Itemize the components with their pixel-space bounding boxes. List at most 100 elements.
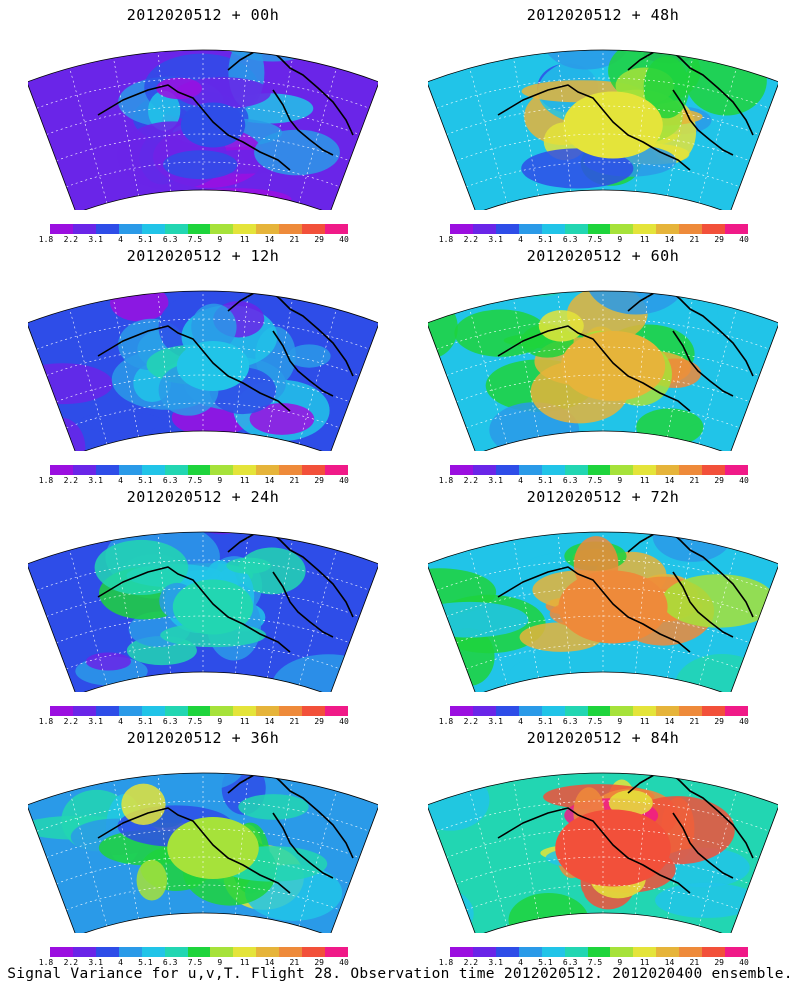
colorbar-swatch xyxy=(302,465,326,475)
latitude-line xyxy=(56,615,350,643)
colorbar-tick-label: 14 xyxy=(664,958,675,967)
longitude-line xyxy=(667,299,693,437)
colorbar-swatch xyxy=(256,224,280,234)
colorbar-tick-label: 9 xyxy=(617,958,623,967)
colorbar-swatch xyxy=(187,224,211,234)
coastline xyxy=(97,50,354,171)
colorbar-ticks: 1.8 2.2 3.1 4 5.1 6.3 7.5 9 11 14 21 29 40 xyxy=(439,235,752,245)
variance-region xyxy=(85,652,132,671)
colorbar-tick-label: 14 xyxy=(264,476,275,485)
variance-map xyxy=(428,772,778,933)
colorbar-tick-label: 7.5 xyxy=(587,235,603,244)
colorbar-swatch xyxy=(256,706,280,716)
colorbar-swatch xyxy=(325,224,348,234)
variance-maximum xyxy=(563,91,663,159)
colorbar-swatch xyxy=(210,465,234,475)
colorbar-swatch xyxy=(633,947,657,957)
longitude-line xyxy=(667,58,693,196)
longitude-line xyxy=(557,51,571,192)
colorbar-tick-label: 21 xyxy=(689,717,700,726)
colorbar-swatch xyxy=(656,465,680,475)
variance-region xyxy=(608,790,653,817)
colorbar-swatch xyxy=(518,465,542,475)
panel-title: 2012020512 + 72h xyxy=(526,488,680,506)
colorbar-swatch xyxy=(472,706,496,716)
colorbar-tick-label: 7.5 xyxy=(187,476,203,485)
colorbar-tick-label: 3.1 xyxy=(88,958,103,967)
colorbar-tick-label: 2.2 xyxy=(463,476,479,485)
colorbar-swatch xyxy=(118,947,142,957)
colorbar-swatch xyxy=(95,706,119,716)
colorbar-swatch xyxy=(233,947,257,957)
colorbar-swatch xyxy=(610,465,634,475)
colorbar-tick-label: 4 xyxy=(518,476,523,485)
colorbar-swatch xyxy=(95,224,119,234)
colorbar-swatch xyxy=(518,947,542,957)
colorbar-swatch xyxy=(72,465,96,475)
colorbar-swatch xyxy=(587,465,611,475)
colorbar-swatch xyxy=(702,465,726,475)
colorbar-tick-label: 40 xyxy=(739,235,749,244)
colorbar-tick-label: 4 xyxy=(118,476,123,485)
longitude-line xyxy=(113,540,139,678)
colorbar-tick-label: 6.3 xyxy=(162,476,178,485)
colorbar-swatch xyxy=(118,224,142,234)
colorbar-tick-label: 6.3 xyxy=(562,958,578,967)
latitude-line xyxy=(456,374,750,402)
forecast-panel: 2012020512 + 72h 1.8 2.2 3.1 4 5.1 6.3 7.5 9 11 14… xyxy=(408,482,798,726)
variance-region xyxy=(164,773,245,791)
longitude-line xyxy=(298,550,337,686)
colorbar-tick-label: 1.8 xyxy=(38,717,54,726)
latitude-line xyxy=(56,133,350,161)
longitude-line xyxy=(513,540,539,678)
colorbar-swatch xyxy=(495,224,519,234)
latitude-line xyxy=(36,77,370,109)
longitude-line xyxy=(113,781,139,919)
colorbar-swatch xyxy=(141,465,165,475)
colorbar-swatch xyxy=(656,224,680,234)
colorbar-swatch xyxy=(679,947,703,957)
variance-region xyxy=(147,90,181,131)
colorbar-swatch xyxy=(141,224,165,234)
colorbar-swatch xyxy=(95,947,119,957)
longitude-line xyxy=(267,781,293,919)
colorbar-ticks: 1.8 2.2 3.1 4 5.1 6.3 7.5 9 11 14 21 29 40 xyxy=(39,476,352,486)
colorbar-swatch xyxy=(233,465,257,475)
colorbar-swatch xyxy=(725,465,748,475)
colorbar-tick-label: 4 xyxy=(518,958,523,967)
colorbar-swatch xyxy=(210,706,234,716)
colorbar-swatch xyxy=(164,706,188,716)
forecast-panel: 2012020512 + 12h 1.8 2.2 3.1 4 5.1 6.3 7.5 9 11 14… xyxy=(8,241,398,485)
colorbar-tick-label: 29 xyxy=(314,476,324,485)
variance-region xyxy=(542,50,630,70)
variance-map xyxy=(428,290,778,451)
colorbar-swatch xyxy=(50,465,73,475)
colorbar-swatch xyxy=(725,706,748,716)
colorbar-swatch xyxy=(587,224,611,234)
colorbar-swatch xyxy=(50,947,73,957)
colorbar-tick-label: 5.1 xyxy=(138,235,153,244)
colorbar-tick-label: 29 xyxy=(314,717,324,726)
colorbar-tick-label: 21 xyxy=(289,235,300,244)
colorbar-swatch xyxy=(450,706,473,716)
latitude-line xyxy=(466,161,740,188)
coastline xyxy=(97,532,354,653)
latitude-line xyxy=(456,856,750,884)
colorbar-swatch xyxy=(610,224,634,234)
colorbar-tick-label: 5.1 xyxy=(138,717,153,726)
map-border xyxy=(28,772,378,933)
variance-maximum xyxy=(176,341,250,391)
coastline xyxy=(497,291,754,412)
colorbar-swatch xyxy=(50,224,73,234)
variance-region xyxy=(28,773,68,798)
variance-region xyxy=(136,859,168,901)
latitude-line xyxy=(436,77,770,109)
colorbar-tick-label: 11 xyxy=(239,717,250,726)
colorbar-swatch xyxy=(656,706,680,716)
longitude-line xyxy=(69,791,108,927)
colorbar-swatch xyxy=(164,465,188,475)
colorbar-tick-label: 11 xyxy=(239,476,250,485)
colorbar-swatch xyxy=(450,465,473,475)
colorbar-swatch xyxy=(302,706,326,716)
colorbar-tick-label: 9 xyxy=(217,717,223,726)
